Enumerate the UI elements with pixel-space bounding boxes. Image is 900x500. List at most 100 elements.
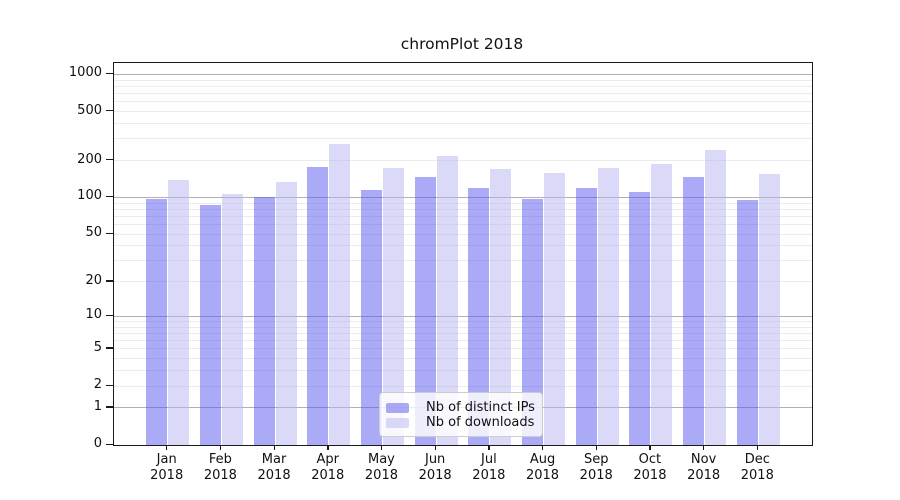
- y-axis-tick-label: 5: [93, 339, 102, 355]
- minor-gridline: [114, 332, 812, 334]
- major-gridline: [114, 73, 812, 75]
- x-axis-tick-label-may: May 2018: [364, 452, 398, 483]
- y-axis-tick-label: 200: [77, 151, 102, 167]
- y-axis-tick: [106, 280, 113, 282]
- x-axis-tick: [756, 445, 759, 450]
- plot-area: [113, 62, 813, 446]
- y-axis-tick-label: 1: [93, 398, 102, 414]
- minor-gridline: [114, 208, 812, 210]
- minor-gridline: [114, 260, 812, 262]
- distinct-ips-swatch-icon: [386, 402, 409, 413]
- minor-gridline: [114, 160, 812, 162]
- minor-gridline: [114, 79, 812, 81]
- legend-label-distinct-ips: Nb of distinct IPs: [426, 400, 535, 415]
- bar-nb-of-downloads-jan: [168, 180, 190, 445]
- major-gridline: [114, 196, 812, 198]
- minor-gridline: [114, 123, 812, 124]
- y-axis-tick: [106, 159, 113, 161]
- y-axis-tick: [106, 110, 113, 112]
- bar-nb-of-downloads-mar: [275, 181, 297, 445]
- x-axis-tick: [542, 445, 544, 450]
- minor-gridline: [114, 321, 812, 322]
- y-axis-tick: [106, 406, 113, 408]
- x-axis-tick: [273, 445, 275, 450]
- major-gridline: [114, 315, 812, 317]
- y-axis-tick: [106, 384, 113, 386]
- x-axis-tick: [219, 445, 222, 450]
- bar-nb-of-distinct-ips-sep: [575, 188, 597, 445]
- bar-nb-of-downloads-sep: [597, 168, 619, 445]
- x-axis-tick-label-mar: Mar 2018: [257, 452, 291, 483]
- minor-gridline: [114, 233, 812, 235]
- minor-gridline: [114, 385, 812, 387]
- y-axis-tick: [106, 232, 113, 234]
- x-axis-tick-label-jul: Jul 2018: [472, 452, 506, 483]
- y-axis-tick-label: 50: [85, 225, 102, 241]
- x-axis-tick-label-dec: Dec 2018: [740, 452, 774, 483]
- bar-nb-of-distinct-ips-jun: [414, 176, 436, 445]
- x-axis-tick-label-aug: Aug 2018: [525, 452, 560, 483]
- y-axis-tick-label: 0: [93, 436, 102, 451]
- bar-nb-of-distinct-ips-apr: [307, 167, 329, 445]
- bar-nb-of-downloads-apr: [329, 143, 351, 445]
- bar-nb-of-distinct-ips-jul: [468, 188, 490, 445]
- x-axis-tick-label-oct: Oct 2018: [633, 452, 667, 483]
- minor-gridline: [114, 348, 812, 350]
- minor-gridline: [114, 85, 812, 87]
- bar-nb-of-distinct-ips-aug: [522, 199, 544, 445]
- y-axis-tick-label: 500: [77, 102, 102, 118]
- x-axis-tick-label-jan: Jan 2018: [150, 452, 184, 483]
- minor-gridline: [114, 340, 812, 342]
- y-axis-tick: [106, 72, 113, 75]
- x-axis-tick: [595, 445, 598, 450]
- x-axis-tick-label-sep: Sep 2018: [579, 452, 613, 483]
- x-axis-tick: [327, 445, 329, 450]
- bar-nb-of-downloads-oct: [651, 164, 673, 445]
- bar-nb-of-distinct-ips-mar: [253, 197, 275, 445]
- bar-nb-of-distinct-ips-may: [360, 190, 382, 445]
- x-axis-tick-label-jun: Jun 2018: [418, 452, 452, 483]
- bar-nb-of-downloads-aug: [544, 173, 566, 445]
- bar-nb-of-downloads-nov: [705, 150, 727, 445]
- minor-gridline: [114, 138, 812, 140]
- minor-gridline: [114, 215, 812, 217]
- y-axis-tick-label: 20: [85, 272, 102, 288]
- x-axis-tick: [703, 445, 705, 450]
- minor-gridline: [114, 101, 812, 103]
- bar-nb-of-distinct-ips-dec: [736, 200, 758, 445]
- y-axis-tick: [106, 195, 113, 198]
- bar-nb-of-downloads-dec: [758, 174, 780, 445]
- legend: Nb of distinct IPs Nb of downloads: [379, 392, 543, 437]
- y-axis-tick: [106, 347, 113, 349]
- minor-gridline: [114, 281, 812, 283]
- bar-nb-of-downloads-jun: [436, 155, 458, 445]
- y-axis-tick-label: 2: [93, 377, 102, 393]
- x-axis-tick: [166, 445, 168, 450]
- x-axis-tick-label-apr: Apr 2018: [311, 452, 345, 483]
- y-axis-tick-label: 1000: [68, 65, 102, 81]
- x-axis-tick: [488, 445, 490, 450]
- bar-nb-of-downloads-feb: [221, 193, 243, 445]
- legend-item-downloads: Nb of downloads: [386, 415, 536, 430]
- legend-item-distinct-ips: Nb of distinct IPs: [386, 400, 536, 415]
- minor-gridline: [114, 326, 812, 328]
- minor-gridline: [114, 245, 812, 247]
- bar-nb-of-downloads-may: [382, 168, 404, 445]
- minor-gridline: [114, 111, 812, 113]
- minor-gridline: [114, 370, 812, 372]
- minor-gridline: [114, 358, 812, 360]
- x-axis-tick: [434, 445, 436, 450]
- bar-nb-of-distinct-ips-oct: [629, 192, 651, 445]
- chart-title: chromPlot 2018: [400, 35, 524, 53]
- y-axis-tick: [106, 443, 113, 445]
- y-axis-tick: [106, 314, 113, 317]
- minor-gridline: [114, 93, 812, 95]
- x-axis-tick: [649, 445, 651, 450]
- minor-gridline: [114, 224, 812, 225]
- downloads-swatch-icon: [386, 417, 409, 428]
- bar-nb-of-downloads-jul: [490, 169, 512, 445]
- y-axis-tick-label: 100: [77, 188, 102, 204]
- x-axis-tick: [380, 445, 383, 450]
- x-axis-tick-label-nov: Nov 2018: [687, 452, 721, 483]
